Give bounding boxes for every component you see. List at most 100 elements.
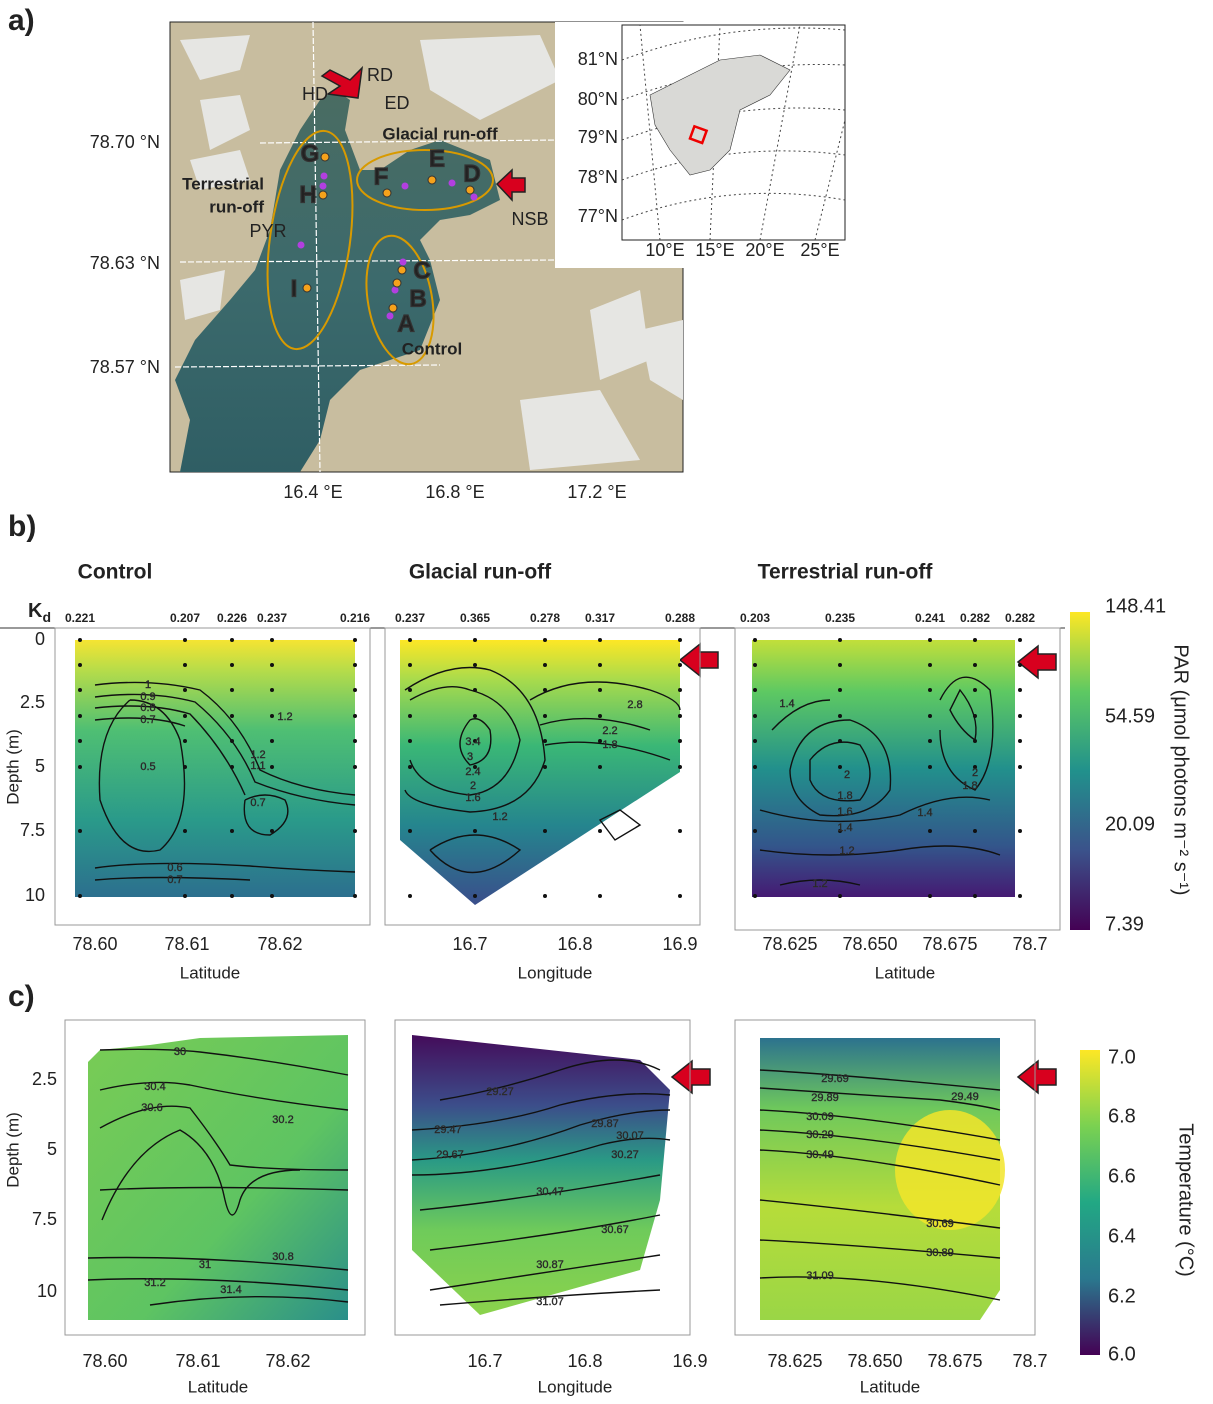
sample-point: [973, 829, 977, 833]
sample-point: [230, 663, 234, 667]
x-axis-label: Latitude: [188, 1377, 249, 1396]
sample-point: [353, 638, 357, 642]
sample-point: [928, 894, 932, 898]
sample-point: [298, 242, 305, 249]
contour-label: 1.6: [837, 806, 852, 818]
sample-point: [678, 714, 682, 718]
sample-point: [471, 194, 478, 201]
colorbar-tick-label: 6.2: [1108, 1285, 1136, 1307]
contour-label: 2.2: [602, 725, 617, 737]
contour-label: 0.8: [140, 702, 155, 714]
sample-point: [678, 638, 682, 642]
sample-point: [678, 765, 682, 769]
kd-value: 0.365: [460, 611, 490, 625]
kd-value: 0.221: [65, 611, 95, 625]
contour-label: 29.27: [486, 1086, 514, 1098]
y-tick-label: 7.5: [32, 1209, 57, 1229]
panel-label: a): [8, 4, 35, 37]
kd-value: 0.282: [1005, 611, 1035, 625]
x-tick-label: 16.9: [672, 1351, 707, 1371]
contour-label: 30.49: [806, 1149, 834, 1161]
sample-point: [1018, 765, 1022, 769]
sample-point: [543, 663, 547, 667]
sample-point: [270, 739, 274, 743]
kd-value: 0.288: [665, 611, 695, 625]
contour-label: 30.87: [536, 1259, 564, 1271]
colorbar-tick-label: 148.41: [1105, 595, 1166, 617]
site-label: A: [397, 310, 414, 337]
x-tick-label: 78.625: [762, 934, 817, 954]
sample-point: [230, 894, 234, 898]
sample-point: [473, 688, 477, 692]
sample-point: [78, 714, 82, 718]
sample-point: [973, 638, 977, 642]
contour-label: 2: [972, 767, 978, 779]
lat-tick-label: 78.63 °N: [90, 253, 160, 273]
sample-point: [270, 638, 274, 642]
sample-point: [753, 739, 757, 743]
sample-point: [928, 829, 932, 833]
sample-point: [1018, 829, 1022, 833]
sample-point: [1018, 714, 1022, 718]
contour-label: 30.2: [272, 1114, 293, 1126]
warm-patch: [895, 1110, 1005, 1230]
sample-point: [473, 894, 477, 898]
kd-label: Kd: [28, 600, 51, 624]
sample-point: [230, 739, 234, 743]
contour-label: 31.09: [806, 1270, 834, 1282]
sample-point: [543, 829, 547, 833]
contour-label: 1.4: [917, 807, 932, 819]
contour-label: 1.2: [839, 845, 854, 857]
x-tick-label: 78.62: [265, 1351, 310, 1371]
colorbar-tick-label: 6.0: [1108, 1343, 1136, 1365]
inset-lon-label: 10°E: [645, 240, 684, 260]
kd-value: 0.235: [825, 611, 855, 625]
sample-point: [678, 894, 682, 898]
sample-point: [402, 183, 409, 190]
lat-tick-label: 78.70 °N: [90, 132, 160, 152]
kd-value: 0.237: [395, 611, 425, 625]
contour-label: 30.67: [601, 1224, 629, 1236]
sample-point: [1018, 638, 1022, 642]
sample-point: [473, 663, 477, 667]
sample-point: [678, 663, 682, 667]
zone-label: run-off: [209, 197, 264, 216]
contour-label: 31.07: [536, 1296, 564, 1308]
contour-label: 2: [844, 769, 850, 781]
sample-point: [78, 765, 82, 769]
sample-point: [408, 688, 412, 692]
colorbar-tick-label: 6.4: [1108, 1225, 1136, 1247]
site-marker: [428, 176, 436, 184]
inset-lon-label: 15°E: [695, 240, 734, 260]
x-tick-label: 16.8: [567, 1351, 602, 1371]
sample-point: [408, 714, 412, 718]
colorbar: [1080, 1050, 1100, 1355]
sample-point: [230, 765, 234, 769]
contour-label: 30.27: [611, 1149, 639, 1161]
sample-point: [183, 663, 187, 667]
sample-point: [543, 894, 547, 898]
sample-point: [408, 638, 412, 642]
x-tick-label: 78.61: [164, 934, 209, 954]
place-label: NSB: [511, 209, 548, 229]
sample-point: [838, 688, 842, 692]
sample-point: [183, 894, 187, 898]
y-tick-label: 2.5: [20, 692, 45, 712]
contour-label: 1.6: [465, 792, 480, 804]
site-label: G: [301, 140, 320, 167]
sample-point: [598, 663, 602, 667]
kd-value: 0.216: [340, 611, 370, 625]
sample-point: [598, 688, 602, 692]
colorbar-tick-label: 6.6: [1108, 1165, 1136, 1187]
kd-value: 0.203: [740, 611, 770, 625]
y-axis-label: Depth (m): [3, 1112, 22, 1188]
kd-value: 0.282: [960, 611, 990, 625]
contour-label: 1.1: [250, 760, 265, 772]
sample-point: [183, 765, 187, 769]
sample-point: [678, 688, 682, 692]
sample-point: [392, 287, 399, 294]
inset-lat-label: 80°N: [578, 89, 618, 109]
lon-tick-label: 16.8 °E: [425, 482, 484, 502]
sample-point: [753, 638, 757, 642]
site-label: H: [299, 181, 316, 208]
